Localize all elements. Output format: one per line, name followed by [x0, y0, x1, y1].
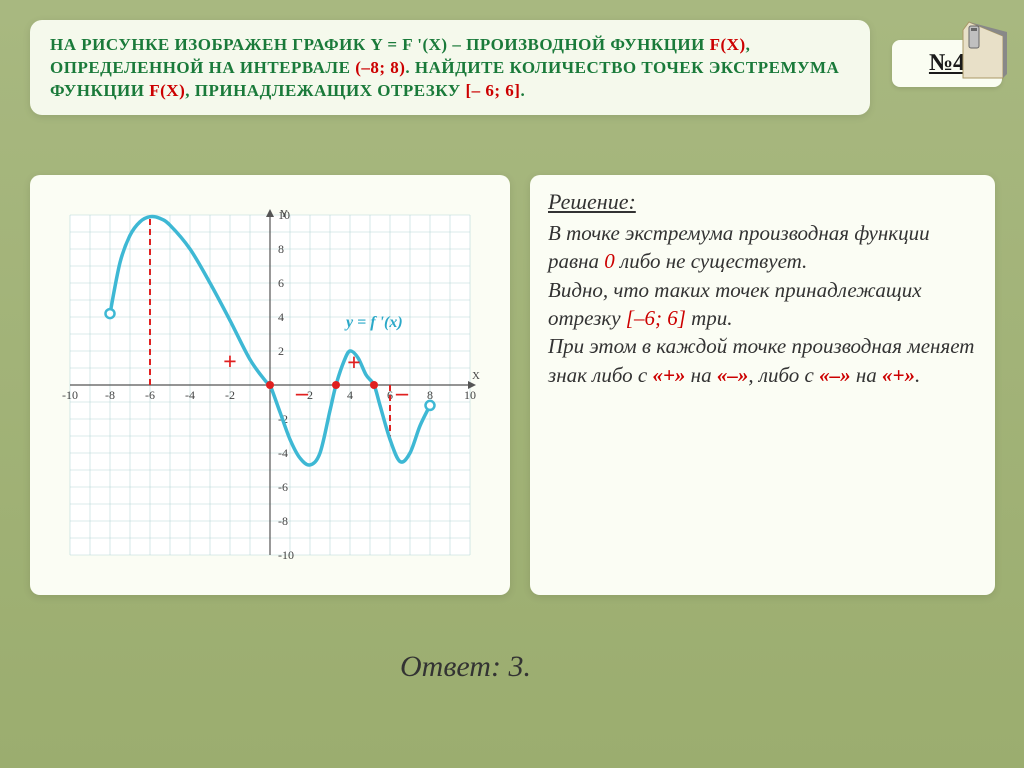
solution-title: Решение: [548, 189, 977, 215]
svg-text:8: 8 [278, 242, 284, 256]
svg-text:+: + [223, 350, 237, 376]
svg-text:–: – [295, 380, 309, 406]
svg-text:y = f '(x): y = f '(x) [344, 314, 403, 331]
svg-text:4: 4 [278, 310, 284, 324]
svg-text:2: 2 [278, 344, 284, 358]
badge-wrap: №4 [892, 40, 1002, 87]
svg-text:4: 4 [347, 388, 353, 402]
svg-text:Y: Y [280, 208, 288, 220]
clipboard-icon [955, 18, 1010, 83]
svg-text:-10: -10 [278, 548, 294, 562]
problem-card: НА РИСУНКЕ ИЗОБРАЖЕН ГРАФИК Y = F '(X) –… [30, 20, 870, 115]
svg-text:-2: -2 [225, 388, 235, 402]
svg-text:10: 10 [464, 388, 476, 402]
svg-text:–: – [395, 380, 409, 406]
svg-text:-4: -4 [278, 446, 288, 460]
solution-card: Решение: В точке экстремума производная … [530, 175, 995, 595]
svg-text:-10: -10 [62, 388, 78, 402]
svg-text:+: + [347, 351, 361, 377]
svg-text:-6: -6 [145, 388, 155, 402]
solution-body: В точке экстремума производная функции р… [548, 219, 977, 389]
svg-text:-6: -6 [278, 480, 288, 494]
problem-text: НА РИСУНКЕ ИЗОБРАЖЕН ГРАФИК Y = F '(X) –… [50, 34, 850, 103]
derivative-chart: -10-8-6-4-2246810-10-8-6-4-2246810XY+–+–… [40, 185, 500, 585]
svg-text:-8: -8 [105, 388, 115, 402]
svg-text:-8: -8 [278, 514, 288, 528]
chart-card: -10-8-6-4-2246810-10-8-6-4-2246810XY+–+–… [30, 175, 510, 595]
svg-text:-4: -4 [185, 388, 195, 402]
svg-text:X: X [472, 370, 480, 382]
svg-text:6: 6 [278, 276, 284, 290]
answer: Ответ: 3. [400, 650, 531, 684]
